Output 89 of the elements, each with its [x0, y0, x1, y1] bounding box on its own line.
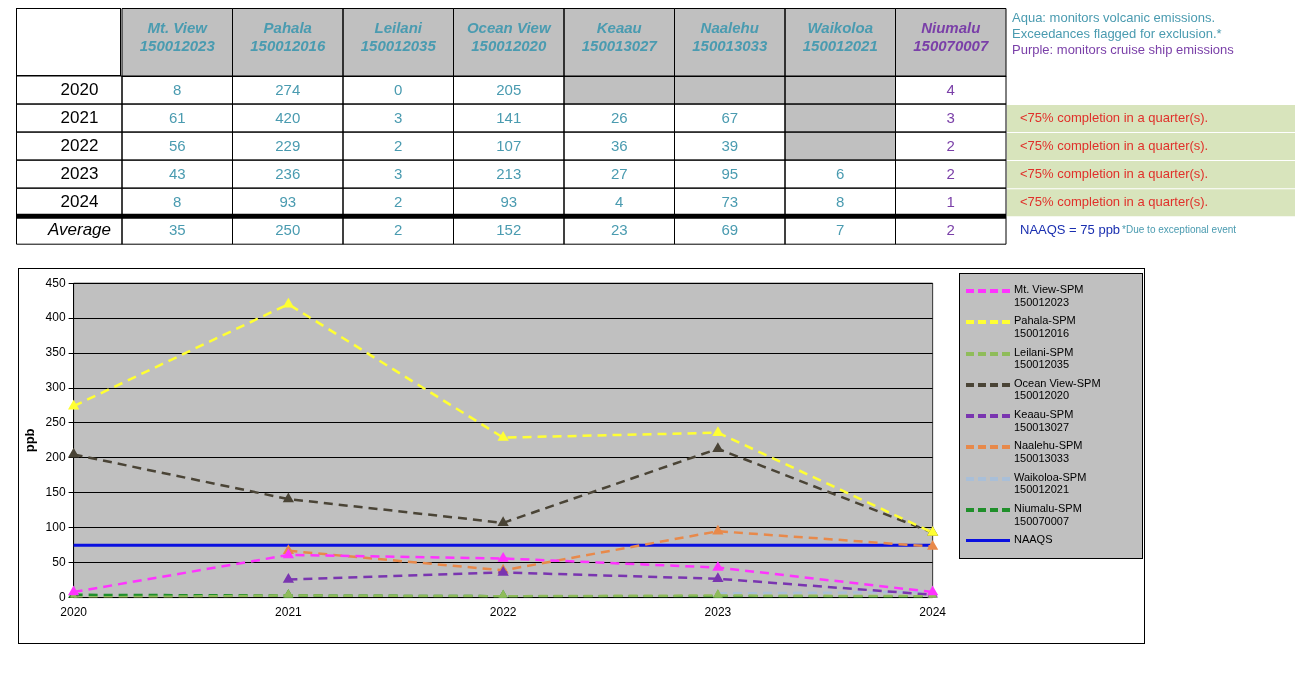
legend-label: Leilani-SPM 150012035 [1014, 345, 1075, 371]
data-label: 274 [275, 81, 301, 99]
legend-label: Niumalu-SPM 150070007 [1014, 501, 1083, 528]
y2-tick-label: <75% completion in a quarter(s). [1020, 109, 1209, 125]
y-tick-label: 2023 [60, 163, 99, 183]
data-label: 2 [394, 137, 403, 155]
y-tick-label: 300 [45, 380, 66, 395]
legend-label: NAAQS [1014, 533, 1054, 546]
data-label: 236 [275, 165, 301, 183]
data-label: 35 [168, 221, 186, 239]
y-tick-label: 450 [45, 275, 66, 290]
y-tick-label: 50 [52, 554, 66, 569]
y-tick-label: Average [46, 219, 111, 239]
y2-tick-label: <75% completion in a quarter(s). [1020, 137, 1209, 153]
data-label: 69 [721, 221, 739, 239]
data-label: 205 [496, 81, 522, 99]
data-label: 2 [394, 221, 403, 239]
y-tick-label: 100 [45, 520, 66, 535]
x-tick-label: Ocean View 150012020 [466, 19, 552, 55]
data-label: 67 [721, 109, 739, 127]
data-label: 23 [610, 221, 628, 239]
data-label: 61 [168, 109, 186, 127]
data-label: 107 [496, 137, 522, 155]
x-tick-label: Niumalu 150070007 [913, 19, 989, 55]
data-label: 56 [168, 137, 186, 155]
y-tick-label: 350 [45, 345, 66, 360]
data-label: 8 [173, 81, 182, 99]
legend-label: Keaau-SPM 150013027 [1014, 408, 1075, 434]
data-label: 3 [394, 165, 403, 183]
data-label: 36 [610, 137, 628, 155]
data-label: 3 [946, 109, 955, 127]
text: Aqua: monitors volcanic emissions. Exceedances flagged for exclusion.* [1012, 10, 1222, 42]
data-label: 93 [500, 193, 518, 211]
x-tick-label: 2021 [275, 605, 303, 620]
legend-label: Pahala-SPM 150012016 [1014, 314, 1077, 340]
x-tick-label: Keaau 150013027 [581, 19, 658, 55]
data-label: 26 [610, 109, 628, 127]
y2-tick-label: <75% completion in a quarter(s). [1020, 165, 1209, 181]
y2-tick-label: NAAQS = 75 ppb [1020, 221, 1121, 237]
x-tick-label: Waikoloa 150012021 [802, 19, 878, 55]
x-tick-label: 2022 [489, 605, 517, 620]
x-tick-label: 2024 [919, 605, 947, 620]
data-label: 250 [275, 221, 301, 239]
y-tick-label: 2020 [60, 79, 99, 99]
data-label: 8 [836, 193, 845, 211]
data-label: 141 [496, 109, 522, 127]
y-tick-label: 200 [45, 450, 66, 465]
y-tick-label: 0 [58, 589, 66, 604]
text: Purple: monitors cruise ship emissions [1012, 42, 1235, 58]
x-tick-label: Leilani 150012035 [360, 19, 437, 55]
y2-tick-label: <75% completion in a quarter(s). [1020, 193, 1209, 209]
text: *Due to exceptional event [1122, 223, 1237, 235]
legend-label: Waikoloa-SPM 150012021 [1014, 470, 1088, 496]
y-tick-label: 2024 [60, 191, 99, 211]
y-tick-label: 400 [45, 310, 66, 325]
data-label: 2 [394, 193, 403, 211]
y-tick-label: 250 [45, 415, 66, 430]
data-label: 420 [275, 109, 301, 127]
data-label: 27 [610, 165, 628, 183]
data-label: 39 [721, 137, 739, 155]
data-label: 7 [836, 221, 845, 239]
data-label: 0 [394, 81, 403, 99]
data-label: 3 [394, 109, 403, 127]
x-tick-label: 2023 [704, 605, 732, 620]
data-label: 6 [836, 165, 845, 183]
data-label: 4 [615, 193, 624, 211]
legend-label: Ocean View-SPM 150012020 [1014, 376, 1102, 403]
data-label: 8 [173, 193, 182, 211]
data-label: 229 [275, 137, 301, 155]
x-tick-label: Mt. View 150012023 [139, 19, 216, 55]
x-tick-label: Pahala 150012016 [250, 19, 326, 55]
data-label: 73 [721, 193, 739, 211]
legend-label: Naalehu-SPM 150013033 [1014, 439, 1084, 465]
data-label: 4 [946, 81, 955, 99]
data-label: 2 [946, 165, 955, 183]
legend-label: Mt. View-SPM 150012023 [1014, 283, 1085, 309]
y-tick-label: 2022 [60, 135, 99, 155]
data-label: 95 [721, 165, 739, 183]
data-label: 213 [496, 165, 522, 183]
x-tick-label: Naalehu 150013033 [692, 19, 768, 55]
data-label: 43 [168, 165, 186, 183]
y-axis-title: ppb [22, 428, 38, 453]
data-label: 93 [279, 193, 297, 211]
data-label: 2 [946, 221, 955, 239]
data-label: 2 [946, 137, 955, 155]
y-tick-label: 2021 [60, 107, 99, 127]
data-label: 1 [946, 193, 955, 211]
data-label: 152 [496, 221, 522, 239]
y-tick-label: 150 [45, 485, 66, 500]
